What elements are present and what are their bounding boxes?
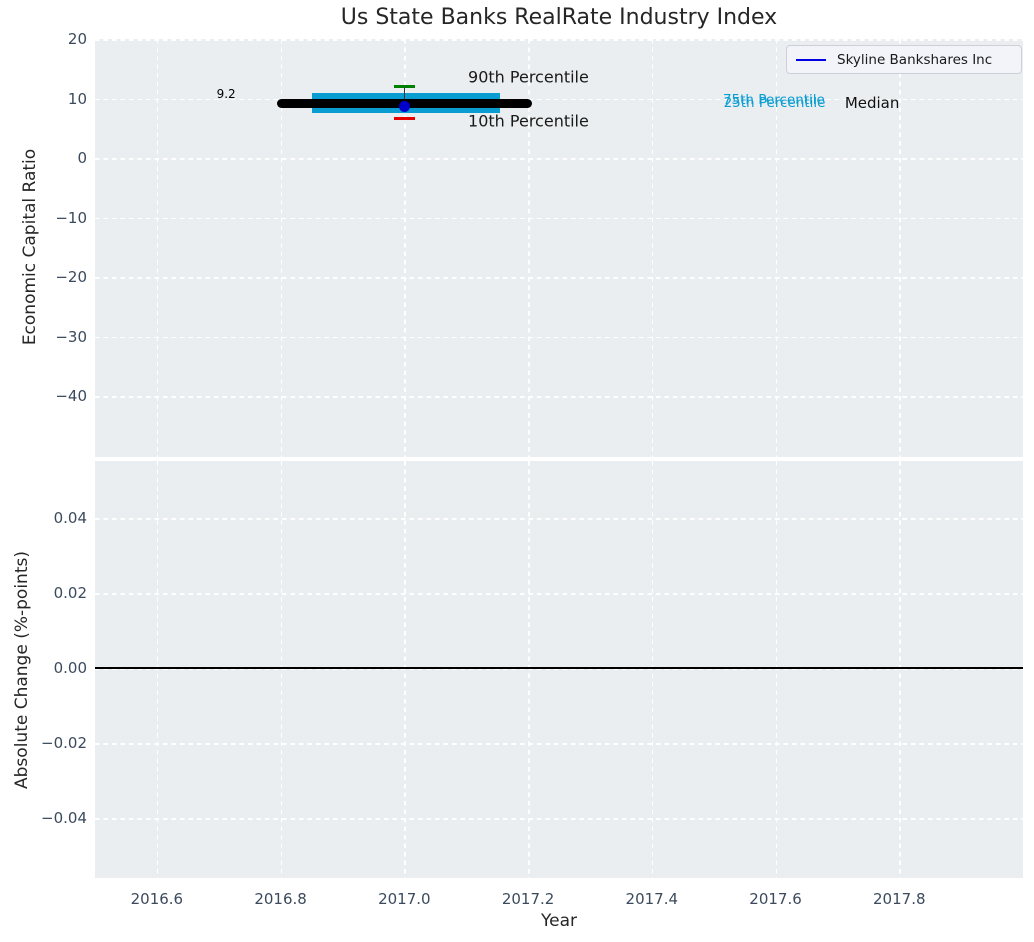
gridline-x (775, 39, 778, 457)
x-tick-label: 2017.6 (749, 890, 802, 908)
p10-cap-marker (393, 116, 415, 120)
x-tick-label: 2017.2 (501, 890, 555, 908)
gridline-x (404, 461, 406, 878)
gridline-x (156, 461, 159, 878)
annotation-75th-percentile: 75th Percentile (722, 91, 825, 108)
top-y-tick-label: 20 (67, 30, 87, 48)
x-tick-label: 2017.4 (625, 890, 679, 908)
bottom-y-tick-label: 0.00 (53, 659, 87, 677)
gridline-y (95, 743, 1023, 745)
gridline-x (528, 461, 530, 878)
top-y-tick-label: −30 (55, 327, 87, 346)
gridline-x (775, 461, 778, 878)
gridline-y (95, 396, 1023, 398)
gridline-y (95, 518, 1023, 520)
gridline-y (95, 98, 1023, 101)
gridline-x (280, 461, 283, 878)
annotation-9-2: 9.2 (216, 87, 236, 102)
gridline-y (95, 277, 1023, 279)
x-axis-label: Year (541, 911, 577, 931)
x-tick-label: 2016.8 (254, 890, 307, 908)
legend: Skyline Bankshares Inc (786, 45, 1022, 74)
bottom-y-tick-label: −0.02 (41, 734, 87, 752)
gridline-x (899, 461, 901, 878)
company-data-point (398, 100, 410, 112)
gridline-x (651, 461, 654, 878)
gridline-x (404, 39, 406, 457)
x-tick-label: 2016.6 (130, 890, 184, 908)
gridline-x (528, 39, 530, 457)
top-y-tick-label: −10 (55, 208, 87, 227)
legend-line-swatch-icon (796, 58, 826, 61)
bottom-y-tick-label: −0.04 (41, 809, 87, 827)
gridline-y (95, 158, 1023, 160)
gridline-x (280, 39, 283, 457)
gridline-y (95, 818, 1023, 820)
top-plot-area (95, 39, 1023, 457)
top-y-axis-label: Economic Capital Ratio (20, 148, 40, 346)
gridline-x (156, 39, 159, 457)
x-tick-label: 2017.0 (378, 890, 431, 908)
gridline-y (95, 217, 1023, 220)
gridline-y (95, 593, 1023, 595)
annotation-10th-percentile: 10th Percentile (468, 111, 589, 131)
annotation-median: Median (844, 94, 900, 113)
gridline-y (95, 39, 1023, 41)
gridline-y (95, 336, 1023, 339)
gridline-x (651, 39, 654, 457)
annotation-90th-percentile: 90th Percentile (468, 67, 589, 86)
bottom-y-tick-label: 0.02 (53, 584, 87, 602)
legend-label: Skyline Bankshares Inc (837, 51, 993, 68)
top-y-tick-label: 10 (67, 89, 87, 108)
top-y-tick-label: 0 (77, 149, 87, 168)
chart-title: Us State Banks RealRate Industry Index (340, 5, 778, 30)
top-y-tick-label: −40 (55, 387, 87, 406)
zero-change-line (95, 667, 1023, 669)
bottom-plot-area (95, 461, 1023, 878)
annotation-25th-percentile: 25th Percentile (723, 94, 826, 111)
gridline-x (899, 39, 901, 457)
p90-cap-marker (393, 85, 415, 89)
x-tick-label: 2017.8 (873, 890, 926, 908)
bottom-y-tick-label: 0.04 (53, 509, 87, 527)
whisker-line (403, 86, 406, 107)
top-y-tick-label: −20 (55, 268, 87, 287)
